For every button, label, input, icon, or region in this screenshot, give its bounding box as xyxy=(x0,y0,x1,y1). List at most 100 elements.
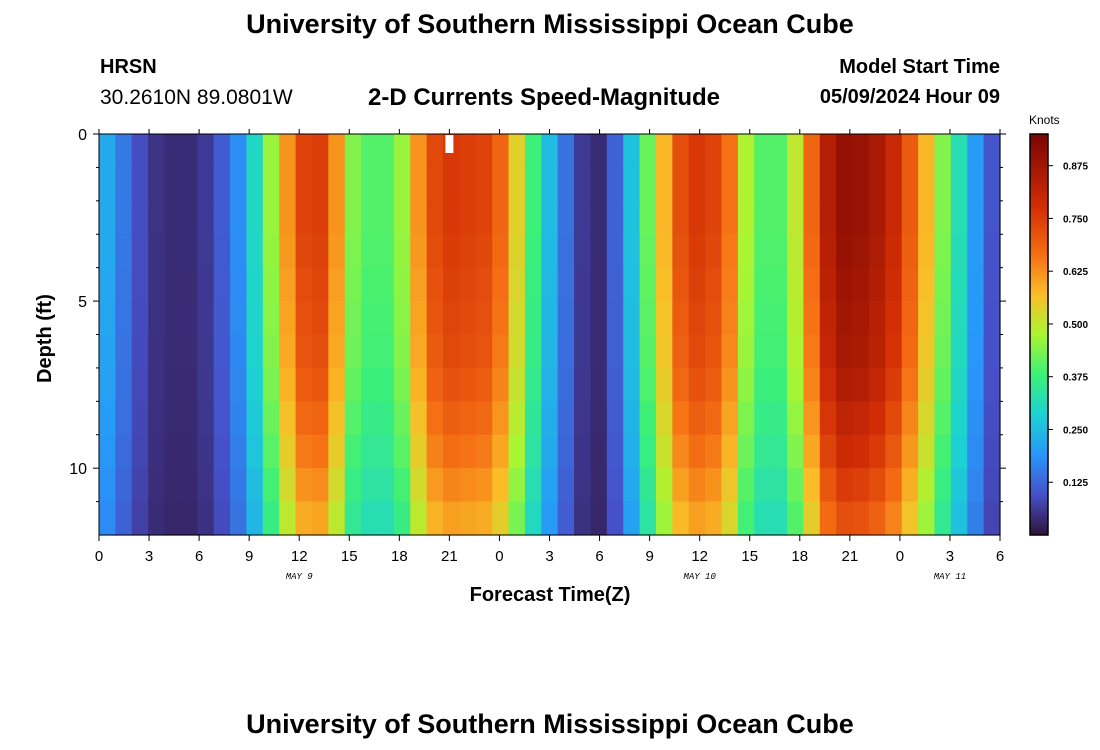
x-tick-label: 6 xyxy=(195,548,203,565)
heatmap-cell xyxy=(639,367,657,402)
heatmap-cell xyxy=(328,367,346,402)
heatmap-cell xyxy=(672,501,690,536)
heatmap-cell xyxy=(836,468,854,503)
heatmap-cell xyxy=(672,468,690,503)
heatmap-cell xyxy=(164,200,182,235)
heatmap-cell xyxy=(99,434,116,469)
heatmap-cell xyxy=(377,501,395,536)
heatmap-cell xyxy=(148,200,166,235)
heatmap-cell xyxy=(787,501,805,536)
heatmap-cell xyxy=(606,468,624,503)
heatmap-cell xyxy=(918,434,936,469)
heatmap-cell xyxy=(328,468,346,503)
y-axis: 0 5 10 xyxy=(69,127,1006,503)
heatmap-cell xyxy=(688,301,706,336)
heatmap-cell xyxy=(230,468,248,503)
heatmap-cell xyxy=(426,334,444,369)
heatmap-cell xyxy=(459,134,477,169)
heatmap-cell xyxy=(967,134,985,169)
heatmap-cell xyxy=(230,401,248,436)
heatmap-cell xyxy=(623,234,641,269)
heatmap-cell xyxy=(803,200,821,235)
heatmap-cell xyxy=(164,501,182,536)
heatmap-cell xyxy=(459,301,477,336)
heatmap-cell xyxy=(131,134,149,169)
heatmap-cell xyxy=(574,434,592,469)
heatmap-cell xyxy=(688,134,706,169)
heatmap-cell xyxy=(197,134,215,169)
heatmap-cell xyxy=(721,167,739,202)
heatmap-cell xyxy=(983,468,1001,503)
heatmap-cell xyxy=(737,401,755,436)
heatmap-cell xyxy=(655,301,673,336)
heatmap-cell xyxy=(967,501,985,536)
heatmap-cell xyxy=(475,367,493,402)
heatmap-cell xyxy=(787,334,805,369)
heatmap-cell xyxy=(606,267,624,302)
heatmap-cell xyxy=(115,200,133,235)
heatmap-cell xyxy=(426,267,444,302)
heatmap-cell xyxy=(787,134,805,169)
heatmap-cell xyxy=(295,234,313,269)
colorbar xyxy=(1029,133,1049,536)
heatmap-cell xyxy=(508,401,526,436)
heatmap-cell xyxy=(344,468,362,503)
heatmap-cell xyxy=(868,501,886,536)
heatmap-cell xyxy=(262,334,280,369)
heatmap-cell xyxy=(557,267,575,302)
heatmap-cell xyxy=(524,367,542,402)
heatmap-cell xyxy=(246,200,264,235)
heatmap-cell xyxy=(639,134,657,169)
heatmap-cell xyxy=(410,468,428,503)
heatmap-cell xyxy=(279,468,297,503)
heatmap-cell xyxy=(688,334,706,369)
heatmap-cell xyxy=(737,468,755,503)
y-axis-label: Depth (ft) xyxy=(34,294,56,383)
heatmap-cell xyxy=(492,401,510,436)
heatmap-cell xyxy=(803,234,821,269)
heatmap-cell xyxy=(443,267,460,302)
heatmap-cell xyxy=(705,167,723,202)
x-axis-label: Forecast Time(Z) xyxy=(469,584,631,606)
x-tick-label: 6 xyxy=(996,548,1004,565)
heatmap-cell xyxy=(754,200,772,235)
heatmap-cell xyxy=(737,200,755,235)
heatmap-cell xyxy=(557,301,575,336)
heatmap-cell xyxy=(770,234,788,269)
heatmap-cell xyxy=(508,501,526,536)
heatmap-cell xyxy=(328,301,346,336)
heatmap-cell xyxy=(705,501,723,536)
heatmap-cell xyxy=(344,200,362,235)
heatmap-cell xyxy=(574,501,592,536)
heatmap-cell xyxy=(754,468,772,503)
x-tick-label: 3 xyxy=(545,548,553,565)
heatmap-cell xyxy=(623,468,641,503)
heatmap-cell xyxy=(950,234,968,269)
heatmap-cell xyxy=(803,434,821,469)
heatmap-cell xyxy=(197,501,215,536)
heatmap-cell xyxy=(311,434,329,469)
heatmap-cell xyxy=(180,134,198,169)
heatmap-cell xyxy=(475,267,493,302)
heatmap-cell xyxy=(328,501,346,536)
heatmap-cell xyxy=(230,134,248,169)
heatmap-cell xyxy=(279,501,297,536)
heatmap-cell xyxy=(655,468,673,503)
heatmap-cell xyxy=(901,200,919,235)
y-tick-label: 0 xyxy=(78,127,87,144)
heatmap-cell xyxy=(557,167,575,202)
heatmap-cell xyxy=(737,334,755,369)
model-start-label: Model Start Time xyxy=(839,56,1000,78)
heatmap-cell xyxy=(393,434,411,469)
x-tick-label: 21 xyxy=(441,548,458,565)
heatmap-cell xyxy=(279,334,297,369)
heatmap-cell xyxy=(410,267,428,302)
heatmap-cell xyxy=(852,301,870,336)
heatmap-cell xyxy=(443,334,460,369)
heatmap-cell xyxy=(918,501,936,536)
heatmap-cell xyxy=(361,134,379,169)
heatmap-cell xyxy=(180,334,198,369)
heatmap-cell xyxy=(246,468,264,503)
heatmap-cell xyxy=(868,200,886,235)
heatmap-cell xyxy=(803,334,821,369)
